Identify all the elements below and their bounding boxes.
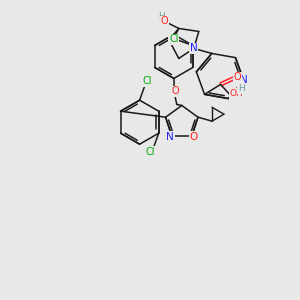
Text: N: N (240, 75, 248, 85)
Text: H: H (238, 84, 245, 93)
Text: N: N (190, 44, 198, 53)
Text: O: O (234, 72, 242, 82)
Text: N: N (166, 132, 174, 142)
Text: OH: OH (230, 89, 243, 98)
Text: O: O (172, 86, 180, 96)
Text: Cl: Cl (169, 34, 178, 44)
Text: Cl: Cl (143, 76, 152, 86)
Text: O: O (161, 16, 169, 26)
Text: Cl: Cl (146, 147, 155, 157)
Text: H: H (158, 12, 165, 21)
Text: O: O (190, 132, 198, 142)
